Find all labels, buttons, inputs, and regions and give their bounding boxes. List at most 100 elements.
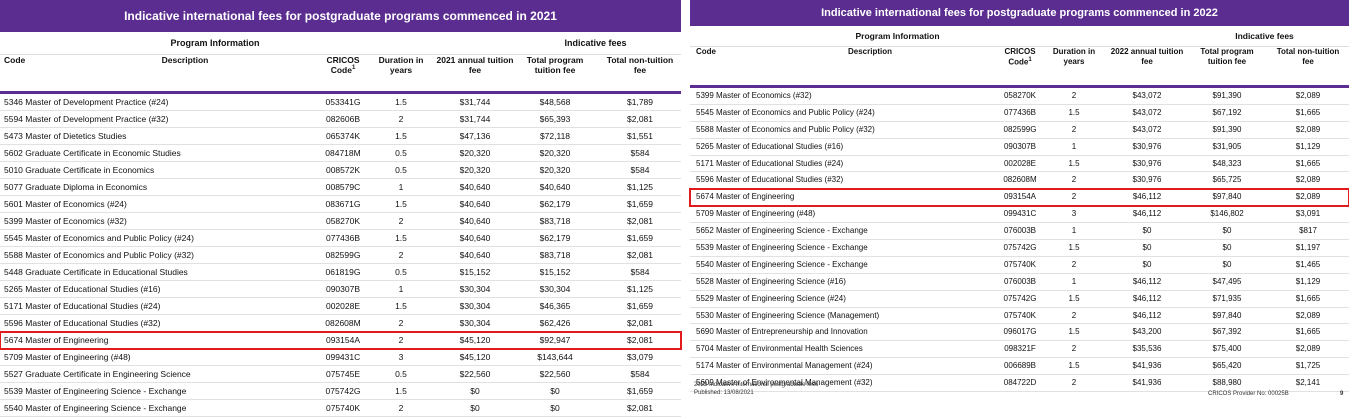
table-row: 5545 Master of Economics and Public Poli… [0,230,681,247]
cricos-code: 093154A [325,335,361,345]
duration: 2 [1071,175,1077,185]
table-row: 5346 Master of Development Practice (#24… [0,94,681,111]
program-description: 5540 Master of Engineering Science - Exc… [4,403,187,413]
total-tuition-fee: $48,323 [1212,158,1242,168]
header-total-fee: Total program tuition fee [1200,47,1254,66]
table-row: 5539 Master of Engineering Science - Exc… [690,240,1349,257]
total-tuition-fee: $20,320 [539,165,571,175]
program-description: 5528 Master of Engineering Science (#16) [696,276,846,286]
total-tuition-fee: $47,495 [1212,276,1242,286]
cricos-code: 096017G [1003,327,1037,337]
footer-title: 2022 Indicative international postgradua… [694,382,819,388]
cricos-code: 084718M [325,148,361,158]
total-tuition-fee: $40,640 [539,182,571,192]
annual-tuition-fee: $0 [1142,226,1152,236]
duration: 1.5 [395,386,407,396]
table-row: 5174 Master of Environmental Management … [690,358,1349,376]
duration: 2 [398,114,404,124]
non-tuition-fee: $1,465 [1295,259,1321,269]
table-row: 5545 Master of Economics and Public Poli… [690,105,1349,122]
table-row: 5171 Master of Educational Studies (#24)… [690,156,1349,173]
annual-tuition-fee: $41,936 [1132,378,1162,388]
table-title: Indicative international fees for postgr… [0,0,681,32]
total-tuition-fee: $97,840 [1212,192,1242,202]
duration: 1.5 [395,301,407,311]
cricos-code: 084722D [1003,378,1037,388]
non-tuition-fee: $584 [630,369,650,379]
duration: 2 [1071,124,1077,134]
annual-tuition-fee: $40,640 [459,250,491,260]
footer-published: Published: 13/08/2021 [694,389,754,396]
annual-tuition-fee: $30,976 [1132,141,1162,151]
program-description: 5540 Master of Engineering Science - Exc… [696,259,868,269]
total-tuition-fee: $46,365 [539,301,571,311]
program-description: 5674 Master of Engineering [696,192,795,202]
cricos-code: 098321F [1004,344,1036,354]
fees-table-2022: Indicative international fees for postgr… [689,0,1349,397]
non-tuition-fee: $1,129 [1295,276,1321,286]
annual-tuition-fee: $30,304 [459,301,491,311]
column-headers: Code Description CRICOS Code1 Duration i… [0,55,681,94]
program-description: 5265 Master of Educational Studies (#16) [4,284,161,294]
header-total-fee: Total program tuition fee [526,55,584,76]
program-description: 5596 Master of Educational Studies (#32) [4,318,161,328]
cricos-code: 093154A [1003,192,1037,202]
annual-tuition-fee: $15,152 [459,267,491,277]
cricos-code: 082606B [325,114,361,124]
duration: 2 [398,216,404,226]
table-row: 5704 Master of Environmental Health Scie… [690,341,1349,359]
table-row: 5596 Master of Educational Studies (#32)… [0,315,681,332]
program-description: 5674 Master of Engineering [4,335,109,345]
program-description: 5596 Master of Educational Studies (#32) [696,175,844,185]
header-code: Code [696,47,716,56]
program-description: 5174 Master of Environmental Management … [696,361,873,371]
total-tuition-fee: $15,152 [539,267,571,277]
duration: 2 [1071,192,1077,202]
non-tuition-fee: $1,125 [627,284,653,294]
cricos-code: 075742G [1003,243,1037,253]
table-row: 5674 Master of Engineering 093154A 2 $45,12… [0,331,682,350]
table-row: 5448 Graduate Certificate in Educational… [0,264,681,281]
duration: 2 [398,335,404,345]
column-headers: Code Description CRICOS Code1 Duration i… [690,47,1349,88]
duration: 1 [1071,226,1077,236]
cricos-code: 008572K [325,165,361,175]
table-row: 5528 Master of Engineering Science (#16)… [690,274,1349,291]
cricos-code: 082608M [1003,175,1037,185]
table-row: 5540 Master of Engineering Science - Exc… [690,257,1349,274]
non-tuition-fee: $1,665 [1295,293,1321,303]
duration: 2 [398,318,404,328]
non-tuition-fee: $1,197 [1295,243,1321,253]
table-row: 5399 Master of Economics (#32) 058270K 2 $4… [690,88,1349,105]
total-tuition-fee: $91,390 [1212,91,1242,100]
duration: 3 [1071,209,1077,219]
duration: 1 [1071,141,1077,151]
non-tuition-fee: $817 [1299,226,1317,236]
fees-table-2021: Indicative international fees for postgr… [0,0,682,417]
cricos-code: 075742G [325,386,361,396]
table-body: 5346 Master of Development Practice (#24… [0,94,682,417]
total-tuition-fee: $0 [1222,226,1232,236]
program-description: 5530 Master of Engineering Science (Mana… [696,310,880,320]
total-tuition-fee: $22,560 [539,369,571,379]
annual-tuition-fee: $46,112 [1132,293,1162,303]
header-description: Description [161,55,209,65]
header-non-tuition-fee: Total non-tuition fee [606,55,674,76]
program-description: 5346 Master of Development Practice (#24… [4,97,169,107]
footer-note: 2022 Indicative international postgradua… [694,382,818,398]
table-row: 5690 Master of Entrepreneurship and Inno… [690,324,1349,342]
program-information-group: Program Information [170,38,260,48]
total-tuition-fee: $83,718 [539,216,571,226]
program-description: 5539 Master of Engineering Science - Exc… [696,243,868,253]
non-tuition-fee: $2,089 [1295,344,1321,354]
program-description: 5709 Master of Engineering (#48) [4,352,131,362]
non-tuition-fee: $2,081 [627,250,653,260]
total-tuition-fee: $20,320 [539,148,571,158]
program-description: 5602 Graduate Certificate in Economic St… [4,148,181,158]
cricos-code: 082608M [325,318,361,328]
total-tuition-fee: $67,192 [1212,107,1242,117]
cricos-provider: CRICOS Provider No: 00025B [1208,391,1289,397]
annual-tuition-fee: $46,112 [1132,192,1162,202]
program-description: 5529 Master of Engineering Science (#24) [696,293,846,303]
duration: 0.5 [395,148,407,158]
